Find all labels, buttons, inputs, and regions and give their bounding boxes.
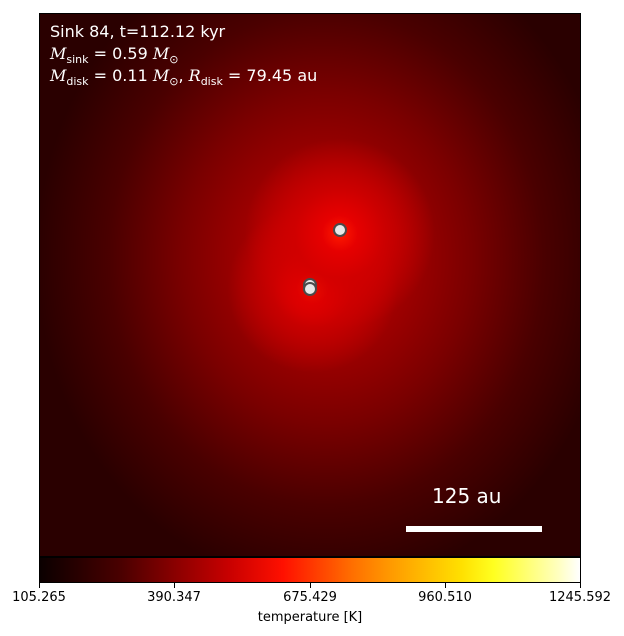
colorbar-tick	[39, 583, 40, 588]
panel-title: Sink 84, t=112.12 kyr	[50, 21, 225, 42]
sink-marker	[303, 282, 317, 296]
temperature-colorbar	[39, 557, 581, 583]
colorbar-tick-label: 675.429	[283, 590, 337, 605]
colorbar-tick	[310, 583, 311, 588]
colorbar-tick-label: 390.347	[147, 590, 201, 605]
disk-radius-subscript: disk	[200, 75, 223, 89]
disk-mass-value: = 0.11	[93, 66, 148, 85]
sink-mass-unit-subscript: ⊙	[169, 53, 179, 67]
sink-mass-symbol: M	[50, 44, 67, 63]
scale-bar	[406, 526, 542, 532]
disk-mass-symbol: M	[50, 66, 67, 85]
sink-mass-value: = 0.59	[93, 44, 148, 63]
colorbar-tick	[445, 583, 446, 588]
temperature-map-panel: Sink 84, t=112.12 kyr Msink = 0.59 M⊙ Md…	[39, 13, 581, 557]
colorbar-tick-label: 960.510	[418, 590, 472, 605]
sink-marker	[333, 223, 347, 237]
colorbar-tick-label: 1245.592	[548, 590, 612, 605]
disk-mass-unit-subscript: ⊙	[169, 75, 179, 89]
colorbar-label: temperature [K]	[257, 610, 363, 625]
sink-mass-unit-symbol: M	[152, 44, 170, 63]
sink-mass-subscript: sink	[66, 53, 89, 67]
scale-bar-label: 125 au	[432, 484, 502, 508]
disk-mass-unit-symbol: M	[152, 66, 170, 85]
disk-separator: ,	[178, 66, 184, 85]
disk-label: Mdisk = 0.11 M⊙, Rdisk = 79.45 au	[50, 65, 317, 92]
disk-radius-symbol: R	[188, 66, 201, 85]
colorbar-tick	[174, 583, 175, 588]
sink-time-label: Sink 84, t=112.12 kyr	[50, 22, 226, 41]
sink-mass-label: Msink = 0.59 M⊙	[50, 43, 178, 70]
colorbar-tick-label: 105.265	[12, 590, 66, 605]
disk-radius-unit: au	[297, 66, 318, 85]
disk-mass-subscript: disk	[66, 75, 89, 89]
disk-radius-value: = 79.45	[227, 66, 293, 85]
colorbar-tick	[580, 583, 581, 588]
